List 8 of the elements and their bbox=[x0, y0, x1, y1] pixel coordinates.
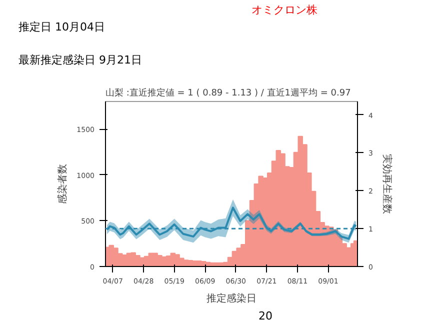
text: オミクロン株 bbox=[252, 4, 318, 16]
y-axis-title: 感染者数 bbox=[56, 164, 69, 204]
text: 最新推定感染日 9月21日 bbox=[18, 54, 142, 66]
y2-axis-title: 実効再生産数 bbox=[380, 154, 393, 214]
chart-title: 山梨 :直近推定値 = 1 ( 0.89 - 1.13 ) / 直近1週平均 = 0.97 bbox=[106, 88, 351, 98]
text: 推定日 10月04日 bbox=[18, 20, 105, 34]
text: 20 bbox=[258, 310, 273, 320]
x-axis-title: 推定感染日 bbox=[206, 292, 256, 304]
